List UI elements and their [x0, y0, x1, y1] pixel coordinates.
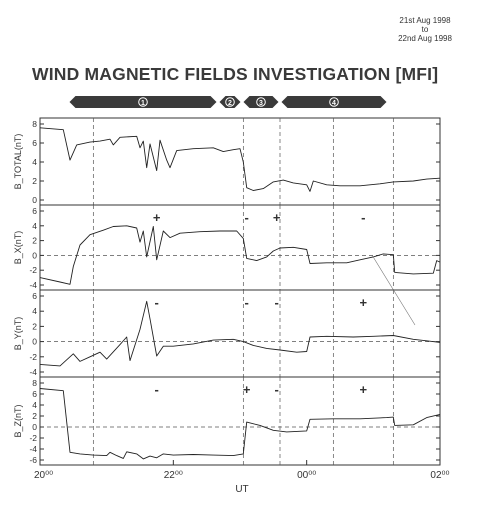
y-tick-label: 6: [32, 291, 37, 301]
date-to: 22nd Aug 1998: [398, 34, 452, 43]
page-title: WIND MAGNETIC FIELDS INVESTIGATION [MFI]: [32, 64, 439, 84]
date-to-word: to: [421, 25, 429, 34]
y-axis-label: B_Y(nT): [13, 317, 23, 351]
region-label: 1: [141, 100, 145, 107]
region-badge: [329, 97, 339, 107]
sign-annotation: +: [243, 382, 251, 397]
data-series: [39, 127, 441, 192]
y-tick-label: -6: [29, 455, 37, 465]
region-badge: [256, 97, 266, 107]
panel-1: -4 -2 0 2 4 6 B_X(nT) + - + -: [13, 204, 441, 291]
sign-annotation: -: [154, 295, 158, 310]
panel-frame: [39, 204, 441, 291]
y-tick-label: -2: [29, 433, 37, 443]
region-arrow: [281, 96, 387, 108]
x-tick-label: 20⁰⁰: [34, 470, 53, 481]
panel-0: 0 2 4 6 8 B_TOTAL(nT): [13, 117, 441, 206]
sign-annotation: -: [244, 210, 248, 225]
sign-annotation: -: [361, 210, 365, 225]
y-tick-label: 0: [32, 195, 37, 205]
region-badge: [225, 97, 235, 107]
panel-frame: [39, 376, 441, 466]
y-tick-label: 4: [32, 400, 37, 410]
sign-annotation: +: [360, 382, 368, 397]
data-series: [39, 225, 441, 285]
y-tick-label: 4: [32, 157, 37, 167]
region-label: 3: [259, 100, 263, 107]
y-axis-label: B_TOTAL(nT): [13, 134, 23, 190]
sign-annotation: -: [274, 382, 278, 397]
data-series: [39, 300, 441, 367]
y-tick-label: -4: [29, 280, 37, 290]
y-tick-label: 6: [32, 206, 37, 216]
region-label: 2: [228, 100, 232, 107]
sign-annotation: +: [273, 210, 281, 225]
region-label: 4: [332, 100, 336, 107]
y-tick-label: -4: [29, 444, 37, 454]
sign-annotation: +: [153, 210, 161, 225]
y-tick-label: 0: [32, 337, 37, 347]
y-axis-label: B_X(nT): [13, 231, 23, 265]
sign-annotation: -: [244, 295, 248, 310]
y-tick-label: 4: [32, 306, 37, 316]
y-tick-label: 4: [32, 221, 37, 231]
panel-frame: [39, 117, 441, 206]
sign-annotation: -: [274, 295, 278, 310]
date-range: 21st Aug 1998 to 22nd Aug 1998: [385, 16, 465, 43]
y-tick-label: 6: [32, 389, 37, 399]
region-arrow: [69, 96, 217, 108]
date-from: 21st Aug 1998: [399, 16, 451, 25]
y-tick-label: 2: [32, 411, 37, 421]
y-tick-label: 0: [32, 250, 37, 260]
region-arrow: [219, 96, 241, 108]
region-badge: [138, 97, 148, 107]
diagonal-trace: [371, 254, 416, 326]
region-arrow: [243, 96, 279, 108]
y-tick-label: 6: [32, 138, 37, 148]
y-tick-label: 2: [32, 321, 37, 331]
data-series: [39, 388, 441, 460]
y-tick-label: 2: [32, 176, 37, 186]
region-banner: 1 2 3 4: [69, 96, 387, 108]
y-tick-label: 8: [32, 378, 37, 388]
panel-frame: [39, 289, 441, 378]
y-tick-label: -2: [29, 352, 37, 362]
x-tick-label: 00⁰⁰: [297, 470, 316, 481]
y-tick-label: -2: [29, 265, 37, 275]
y-tick-label: 8: [32, 119, 37, 129]
x-axis: 20⁰⁰ 22⁰⁰ 00⁰⁰ 02⁰⁰ UT: [34, 460, 450, 495]
y-tick-label: 2: [32, 236, 37, 246]
y-tick-label: 0: [32, 422, 37, 432]
x-axis-label: UT: [235, 484, 248, 495]
x-tick-label: 22⁰⁰: [164, 470, 183, 481]
y-tick-label: -4: [29, 367, 37, 377]
sign-annotation: -: [154, 382, 158, 397]
panel-2: -4 -2 0 2 4 6 B_Y(nT) - - - +: [13, 289, 441, 378]
sign-annotation: +: [360, 295, 368, 310]
y-axis-label: B_Z(nT): [13, 404, 23, 437]
x-tick-label: 02⁰⁰: [430, 470, 449, 481]
